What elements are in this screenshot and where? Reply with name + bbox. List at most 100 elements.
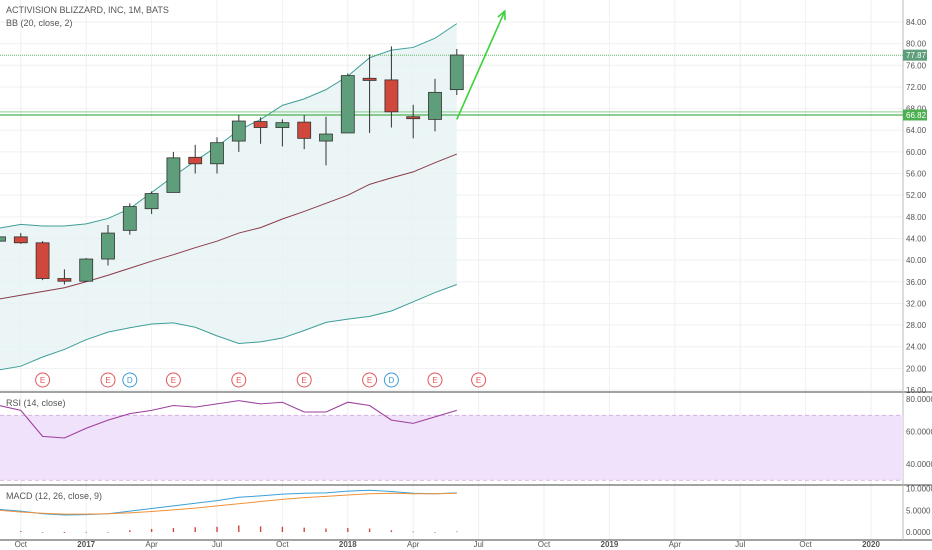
candle-2016-12 bbox=[57, 269, 72, 285]
event-marker-e[interactable]: E bbox=[362, 372, 378, 388]
price-tick-label: 64.00 bbox=[906, 126, 927, 135]
event-marker-circle bbox=[471, 372, 487, 388]
rsi-tick-label: 60.0000 bbox=[906, 428, 932, 437]
candle-body bbox=[449, 54, 464, 91]
price-tick-label: 56.00 bbox=[906, 170, 927, 179]
price-tick-label: 16.00 bbox=[906, 386, 927, 395]
rsi-indicator-label: RSI (14, close) bbox=[6, 398, 66, 408]
candle-body bbox=[79, 258, 94, 282]
event-marker-label: D bbox=[127, 376, 133, 385]
event-marker-label: E bbox=[105, 376, 110, 385]
macd-histogram-bar bbox=[194, 527, 196, 532]
event-marker-e[interactable]: E bbox=[35, 372, 51, 388]
event-marker-e[interactable]: E bbox=[231, 372, 247, 388]
candle-2018-05 bbox=[428, 78, 442, 132]
candle-body bbox=[210, 142, 224, 165]
event-marker-d[interactable]: D bbox=[122, 372, 138, 388]
event-marker-label: E bbox=[40, 376, 45, 385]
macd-histogram-bar bbox=[456, 531, 458, 533]
event-marker-e[interactable]: E bbox=[100, 372, 116, 388]
price-tick-label: 36.00 bbox=[906, 278, 927, 287]
candle-body bbox=[188, 156, 203, 165]
level-price-label: 66.82 bbox=[906, 111, 927, 120]
candle-2017-01 bbox=[79, 257, 94, 282]
candle-body bbox=[122, 206, 137, 231]
bollinger-basis-line bbox=[0, 153, 457, 300]
price-tick-label: 76.00 bbox=[906, 61, 927, 70]
bollinger-lower-line bbox=[0, 284, 457, 371]
time-tick-label: 2019 bbox=[601, 540, 619, 549]
rsi-tick-label: 80.0000 bbox=[906, 395, 932, 404]
macd-indicator-label: MACD (12, 26, close, 9) bbox=[6, 491, 103, 501]
time-tick-label: Apr bbox=[669, 540, 682, 549]
candle-2017-12 bbox=[319, 116, 333, 166]
candle-body bbox=[319, 133, 333, 142]
macd-histogram-bar bbox=[63, 532, 66, 533]
macd-tick-label: 10.0000 bbox=[906, 485, 932, 494]
macd-histogram-bar bbox=[259, 526, 262, 532]
candle-2016-09 bbox=[0, 236, 6, 242]
bb-indicator-label: BB (20, close, 2) bbox=[6, 18, 73, 28]
event-marker-label: E bbox=[432, 376, 437, 385]
time-tick-label: Apr bbox=[145, 540, 158, 549]
candle-2017-09 bbox=[253, 117, 268, 144]
event-marker-circle bbox=[427, 372, 443, 388]
price-tick-label: 20.00 bbox=[906, 364, 927, 373]
macd-histogram-bar bbox=[434, 532, 436, 533]
event-marker-e[interactable]: E bbox=[296, 372, 312, 388]
macd-histogram-bar bbox=[412, 531, 414, 533]
macd-histogram-bar bbox=[368, 528, 371, 532]
price-tick-label: 80.00 bbox=[906, 40, 927, 49]
candle-body bbox=[253, 121, 268, 128]
candle-2017-04 bbox=[144, 191, 159, 215]
candle-body bbox=[428, 91, 442, 120]
time-tick-label: Oct bbox=[276, 540, 289, 549]
bollinger-upper-line bbox=[0, 23, 458, 229]
macd-histogram-bar bbox=[129, 530, 131, 532]
candle-2018-01 bbox=[340, 73, 355, 134]
event-marker-d[interactable]: D bbox=[383, 372, 399, 388]
candle-body bbox=[362, 77, 377, 81]
time-tick-label: 2018 bbox=[339, 540, 357, 549]
price-tick-label: 28.00 bbox=[906, 321, 927, 330]
price-tick-label: 48.00 bbox=[906, 213, 927, 222]
time-axis[interactable]: Oct 2017 Apr Jul Oct 2018 Apr Jul Oct 2019 Apr Jul O… bbox=[15, 540, 881, 549]
event-marker-e[interactable]: E bbox=[471, 372, 487, 388]
price-tick-label: 68.00 bbox=[906, 105, 927, 114]
candle-2017-03 bbox=[122, 203, 137, 235]
candle-body bbox=[13, 236, 28, 244]
event-marker-e[interactable]: E bbox=[427, 372, 443, 388]
macd-pane[interactable]: 0.0000 5.0000 10.0000 bbox=[0, 485, 932, 538]
price-tick-label: 84.00 bbox=[906, 18, 927, 27]
trend-arrow-line bbox=[456, 10, 506, 120]
level-price-badge bbox=[903, 109, 927, 121]
macd-histogram-bar bbox=[85, 532, 87, 533]
signal-line bbox=[0, 492, 457, 515]
candle-body bbox=[101, 232, 115, 260]
candle-2017-08 bbox=[231, 115, 246, 152]
macd-histogram-bar bbox=[303, 527, 305, 532]
time-tick-label: Jul bbox=[212, 540, 222, 549]
price-axis[interactable]: 16.00 20.00 24.00 28.00 32.00 36.00 40.00 44.00… bbox=[903, 18, 927, 395]
time-tick-label: Oct bbox=[15, 540, 28, 549]
time-tick-label: Jul bbox=[735, 540, 745, 549]
macd-histogram-bar bbox=[172, 528, 175, 532]
time-tick-label: Jul bbox=[473, 540, 483, 549]
event-marker-e[interactable]: E bbox=[165, 372, 181, 388]
event-marker-label: E bbox=[302, 376, 307, 385]
price-tick-label: 32.00 bbox=[906, 299, 927, 308]
event-marker-circle bbox=[383, 372, 399, 388]
macd-histogram-bar bbox=[238, 525, 240, 532]
macd-histogram-bar bbox=[150, 528, 153, 532]
macd-histogram-bar bbox=[347, 528, 349, 532]
price-tick-label: 24.00 bbox=[906, 343, 927, 352]
candle-body bbox=[275, 122, 290, 128]
macd-line bbox=[0, 489, 457, 516]
candle-2017-06 bbox=[188, 144, 203, 174]
price-pane[interactable] bbox=[0, 9, 903, 371]
time-tick-label: Oct bbox=[538, 540, 551, 549]
macd-histogram-bar bbox=[325, 528, 327, 532]
macd-tick-label: 5.0000 bbox=[906, 506, 931, 515]
rsi-pane[interactable]: 40.0000 60.0000 80.0000 bbox=[0, 395, 932, 481]
